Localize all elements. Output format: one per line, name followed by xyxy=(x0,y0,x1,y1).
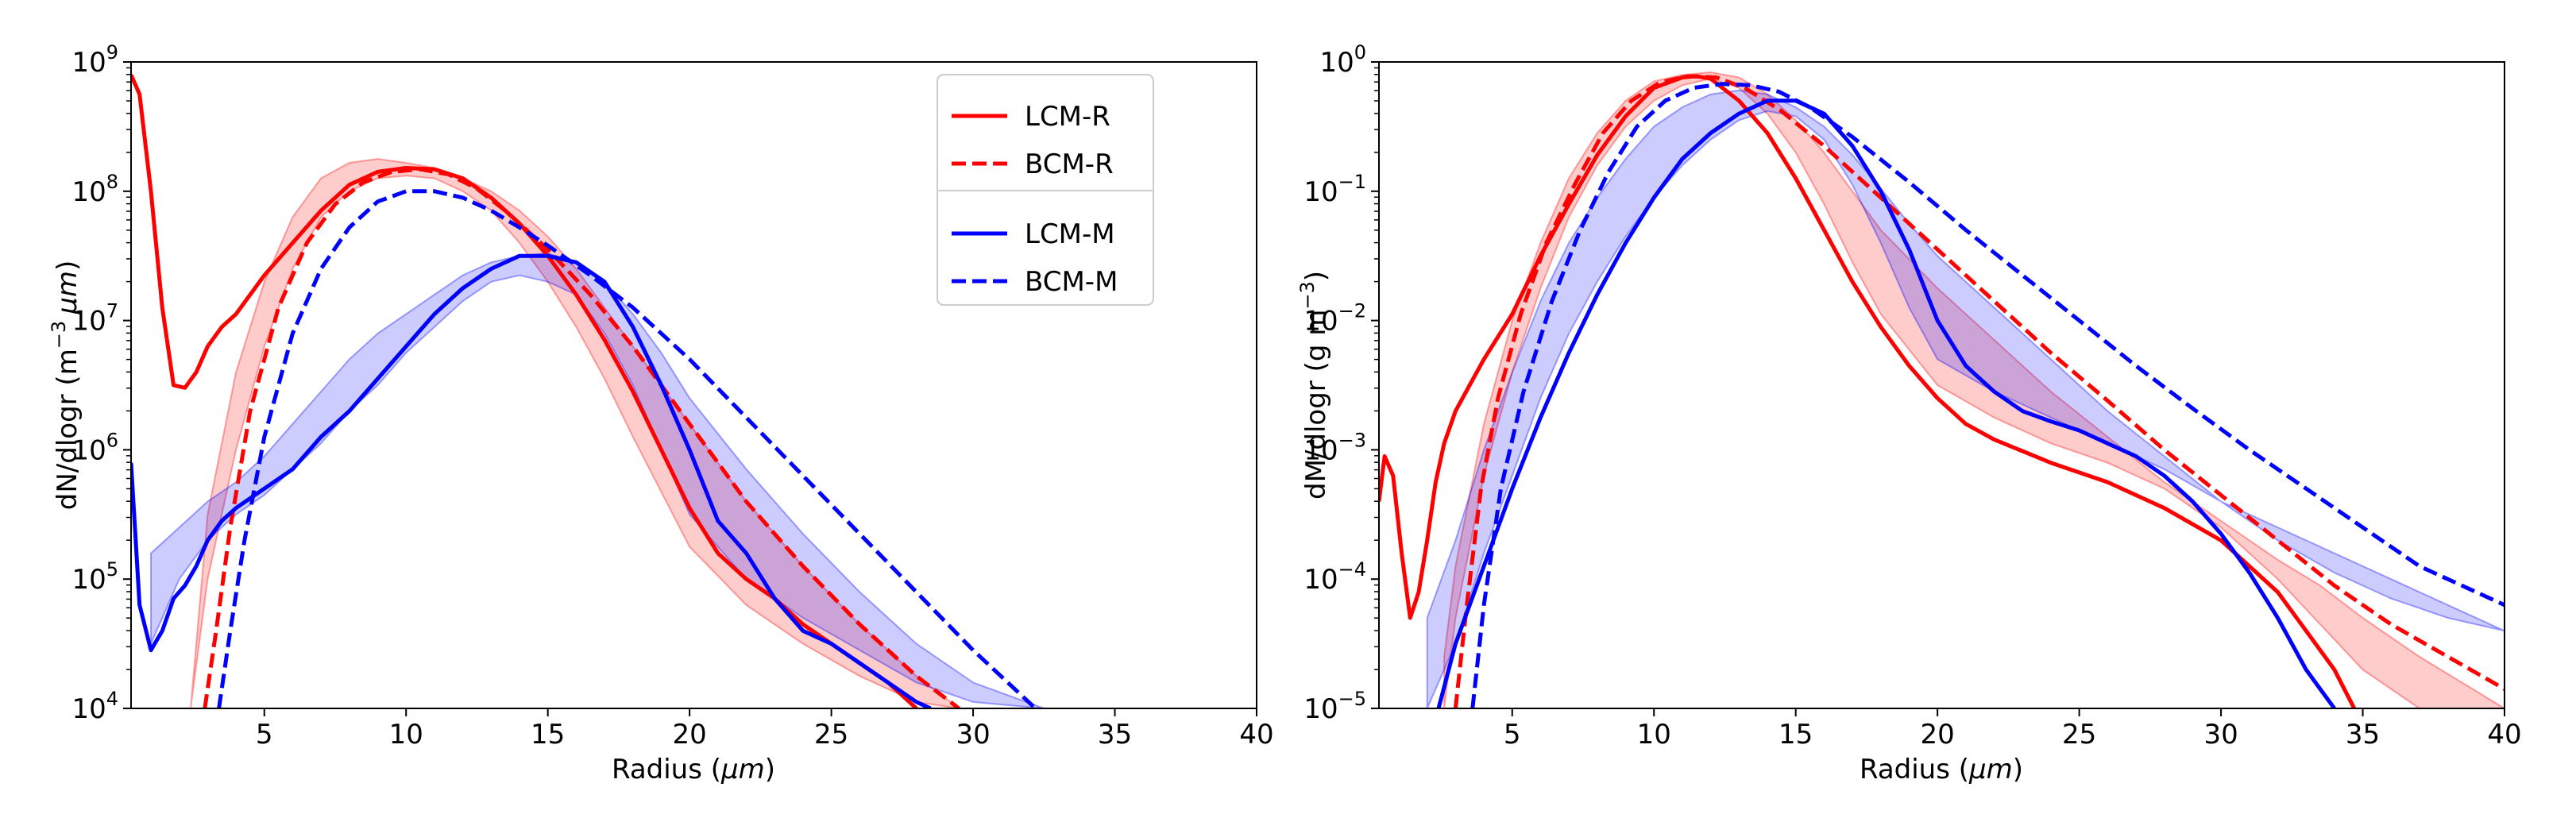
x-tick-label: 5 xyxy=(256,719,273,750)
y-tick-label-exponent: 8 xyxy=(106,171,118,193)
legend-label-bcm-m: BCM-M xyxy=(1025,266,1118,298)
series-lines xyxy=(1379,74,2505,708)
y-tick-label: 10−5 xyxy=(1303,688,1366,725)
y-tick-label: 109 xyxy=(71,41,118,79)
plot-frame xyxy=(130,61,1257,709)
y-tick-label-exponent: 4 xyxy=(106,688,118,710)
x-axis-label: Radius (μm) xyxy=(612,754,775,785)
y-tick-label-exponent: 6 xyxy=(106,429,118,451)
x-tick-label: 35 xyxy=(1098,719,1132,750)
x-tick-label: 15 xyxy=(1778,719,1813,750)
x-tick-label: 25 xyxy=(814,719,848,750)
x-tick-label: 25 xyxy=(2062,719,2096,750)
series-line-bcm-m xyxy=(217,189,1037,708)
x-tick-label: 10 xyxy=(1637,719,1671,750)
panel-mass-distribution: 5 10 15 20 25 30 35 40 10−510−410−310−210−1100 … xyxy=(1296,41,2522,785)
y-tick-label-base: 10 xyxy=(1303,176,1338,208)
uncertainty-band-m xyxy=(150,252,1045,708)
uncertainty-band-r xyxy=(190,158,960,708)
y-tick-label-base: 10 xyxy=(1303,434,1338,466)
y-tick-label-base: 10 xyxy=(71,306,106,338)
x-axis-label-prefix: Radius ( xyxy=(1860,754,1969,785)
y-tick-label: 105 xyxy=(71,558,118,596)
x-tick-label: 5 xyxy=(1504,719,1521,750)
y-tick-label-exponent: 0 xyxy=(1354,41,1366,64)
y-tick-label-base: 10 xyxy=(71,693,106,725)
series-lines xyxy=(131,74,1037,708)
x-tick-label: 15 xyxy=(531,719,565,750)
plot-frame xyxy=(1378,61,2505,709)
y-tick-label-exponent: −4 xyxy=(1338,558,1366,581)
legend-label-lcm-m: LCM-M xyxy=(1025,218,1115,250)
legend: LCM-R BCM-R LCM-M BCM-M xyxy=(937,74,1154,306)
y-tick-label-exponent: −1 xyxy=(1338,171,1366,193)
x-axis-label-unit: μm xyxy=(720,754,765,785)
y-tick-label: 104 xyxy=(71,688,118,725)
legend-label-lcm-r: LCM-R xyxy=(1025,101,1110,133)
y-axis-label-main: dM/dlogr (g m xyxy=(1300,310,1332,500)
x-tick-label: 20 xyxy=(1921,719,1955,750)
y-tick-label: 10−2 xyxy=(1303,300,1366,338)
x-axis-label-suffix: ) xyxy=(765,754,775,785)
y-tick-label-exponent: 5 xyxy=(106,558,118,581)
y-tick-label-base: 10 xyxy=(71,176,106,208)
y-axis-label: dN/dlogr (m−3 μm) xyxy=(48,260,83,510)
x-tick-label: 30 xyxy=(956,719,990,750)
y-axis-label-end: ) xyxy=(52,260,83,271)
y-tick-label-base: 10 xyxy=(71,47,106,79)
y-axis-label-sup: −3 xyxy=(48,321,70,349)
series-line-bcm-r xyxy=(203,167,960,708)
x-axis-label-suffix: ) xyxy=(2013,754,2023,785)
x-tick-label: 20 xyxy=(673,719,707,750)
y-axis-label-unit: μm xyxy=(52,271,83,315)
y-tick-label: 107 xyxy=(71,300,118,338)
y-tick-label: 106 xyxy=(71,429,118,466)
series-line-bcm-r xyxy=(1453,74,2505,708)
y-tick-label-exponent: −5 xyxy=(1338,688,1366,710)
y-tick-label-exponent: −2 xyxy=(1338,300,1366,322)
y-tick-label: 10−1 xyxy=(1303,171,1366,208)
x-tick-label: 10 xyxy=(389,719,423,750)
uncertainty-bands xyxy=(150,158,1045,708)
y-axis-label-end: ) xyxy=(1300,271,1332,281)
x-axis-ticks: 5 10 15 20 25 30 35 40 xyxy=(256,708,1274,750)
x-tick-label: 30 xyxy=(2203,719,2238,750)
y-tick-label: 100 xyxy=(1319,41,1366,79)
y-tick-label-base: 10 xyxy=(71,564,106,596)
y-axis-label-sup: −3 xyxy=(1296,281,1319,309)
x-axis-label-prefix: Radius ( xyxy=(612,754,721,785)
y-tick-label-exponent: −3 xyxy=(1338,429,1366,451)
x-axis-label-unit: μm xyxy=(1968,754,2013,785)
x-tick-label: 40 xyxy=(1239,719,1273,750)
y-tick-label: 10−3 xyxy=(1303,429,1366,466)
x-axis-label: Radius (μm) xyxy=(1860,754,2023,785)
series-line-bcm-m xyxy=(1470,82,2505,708)
x-tick-label: 35 xyxy=(2346,719,2380,750)
y-tick-label: 10−4 xyxy=(1303,558,1366,596)
y-tick-label-base: 10 xyxy=(1303,564,1338,596)
x-tick-label: 40 xyxy=(2487,719,2521,750)
y-tick-label-exponent: 7 xyxy=(106,300,118,322)
y-tick-label-base: 10 xyxy=(1319,47,1354,79)
y-axis-label: dM/dlogr (g m−3) xyxy=(1296,271,1332,500)
y-tick-label-exponent: 9 xyxy=(106,41,118,64)
y-axis-label-main: dN/dlogr (m xyxy=(52,349,83,510)
legend-label-bcm-r: BCM-R xyxy=(1025,149,1114,180)
y-tick-label-base: 10 xyxy=(71,434,106,466)
y-tick-label: 108 xyxy=(71,171,118,208)
series-line-lcm-m xyxy=(1436,98,2336,708)
y-tick-label-base: 10 xyxy=(1303,306,1338,338)
series-line-lcm-m xyxy=(131,253,932,708)
y-tick-label-base: 10 xyxy=(1303,693,1338,725)
plot-area-background xyxy=(1379,62,2505,708)
x-axis-ticks: 5 10 15 20 25 30 35 40 xyxy=(1504,708,2522,750)
